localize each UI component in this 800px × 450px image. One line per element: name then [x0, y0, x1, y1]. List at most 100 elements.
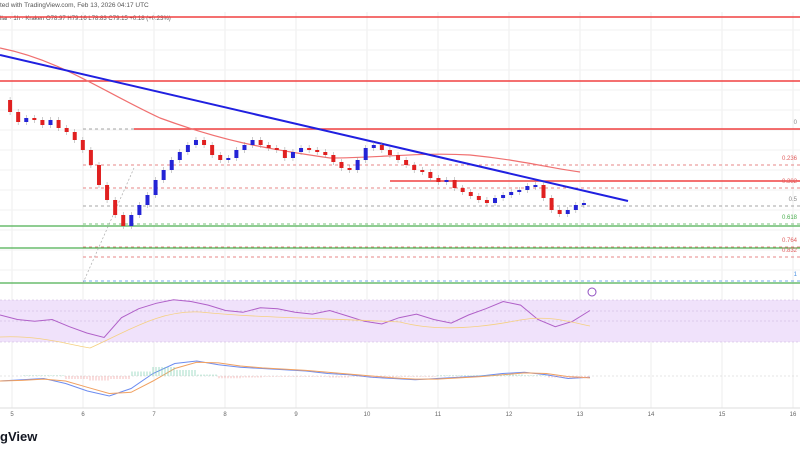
fib-level-label: 1	[793, 272, 797, 278]
signal-line	[0, 361, 591, 395]
candle	[56, 120, 61, 128]
candle	[242, 145, 247, 150]
candle	[331, 155, 336, 162]
x-tick-label: 11	[434, 412, 442, 418]
candle	[202, 140, 207, 145]
candle	[460, 188, 465, 192]
candle	[8, 100, 13, 112]
candle	[517, 190, 522, 192]
candle	[105, 185, 110, 200]
fib-level-label: 0.832	[781, 248, 797, 254]
candle	[420, 170, 425, 172]
candle	[307, 148, 312, 150]
moving-average	[0, 47, 581, 173]
fib-level-label: 0.5	[788, 197, 797, 203]
candle	[218, 155, 223, 160]
candle	[299, 148, 304, 152]
candle	[88, 150, 93, 165]
candle	[169, 160, 174, 170]
fib-level-label: 0.764	[781, 238, 797, 244]
candle	[501, 195, 506, 198]
fib-level-label: 0.382	[781, 179, 797, 185]
snapshot-header: ted with TradingView.com, Feb 13, 2026 0…	[0, 0, 800, 12]
candle	[323, 152, 328, 155]
candle	[412, 165, 417, 170]
candle	[404, 160, 409, 165]
fib-level-label: 0.236	[781, 156, 797, 162]
x-tick-label: 10	[363, 412, 371, 418]
candle	[468, 192, 473, 196]
candle	[371, 145, 376, 148]
candle	[290, 152, 295, 158]
candle	[16, 112, 21, 122]
macd-line	[0, 360, 591, 397]
x-tick-label: 14	[647, 412, 655, 418]
candle	[339, 162, 344, 168]
candle	[428, 172, 433, 178]
candle	[509, 192, 514, 195]
candle	[121, 215, 126, 226]
snapshot-text: ted with TradingView.com, Feb 13, 2026 0…	[0, 2, 149, 9]
candle	[274, 148, 279, 150]
candle	[64, 128, 69, 132]
candle	[96, 165, 101, 185]
candle	[40, 120, 45, 125]
price-chart[interactable]	[0, 0, 800, 420]
candle	[355, 160, 360, 170]
candle	[379, 145, 384, 150]
candle	[137, 205, 142, 215]
ohlc-legend: llar · 1h · Kraken O78.97 H79.16 L78.83 …	[0, 16, 171, 22]
candle	[153, 180, 158, 195]
candle	[452, 180, 457, 188]
candle	[484, 200, 489, 203]
candle	[565, 210, 570, 214]
candle	[493, 198, 498, 203]
candle	[549, 198, 554, 210]
candle	[177, 152, 182, 160]
candle	[347, 168, 352, 170]
candle	[80, 140, 85, 150]
candle	[48, 120, 53, 125]
rsi-line	[0, 299, 591, 339]
candle	[129, 215, 134, 226]
x-tick-label: 15	[718, 412, 726, 418]
x-tick-label: 5	[10, 412, 14, 418]
x-tick-label: 7	[152, 412, 156, 418]
candle	[226, 158, 231, 160]
candle	[444, 180, 449, 182]
x-tick-label: 13	[576, 412, 584, 418]
candle	[113, 200, 118, 215]
candle	[533, 185, 538, 187]
candle	[581, 203, 586, 205]
candle	[145, 195, 150, 205]
candle	[185, 145, 190, 152]
x-tick-label: 6	[81, 412, 85, 418]
candle	[266, 145, 271, 148]
candle	[476, 196, 481, 200]
candle	[541, 185, 546, 198]
candle	[161, 170, 166, 180]
tradingview-logo: gView	[0, 429, 38, 444]
candle	[282, 150, 287, 158]
candle	[396, 155, 401, 160]
candle	[258, 140, 263, 145]
fib-diagonal	[82, 167, 135, 284]
candle	[250, 140, 255, 145]
rsi-ma	[0, 311, 591, 349]
candle	[210, 145, 215, 155]
candle	[24, 118, 29, 122]
candle	[72, 132, 77, 140]
x-tick-label: 16	[789, 412, 797, 418]
fib-level-label: 0	[793, 120, 797, 126]
replay-icon	[587, 287, 597, 297]
candle	[557, 210, 562, 214]
candle	[573, 205, 578, 210]
fib-level-label: 0.618	[781, 215, 797, 221]
candle	[387, 150, 392, 155]
candle	[436, 178, 441, 182]
candle	[315, 150, 320, 152]
candle	[32, 118, 37, 120]
x-tick-label: 8	[223, 412, 227, 418]
candle	[234, 150, 239, 158]
x-tick-label: 12	[505, 412, 513, 418]
